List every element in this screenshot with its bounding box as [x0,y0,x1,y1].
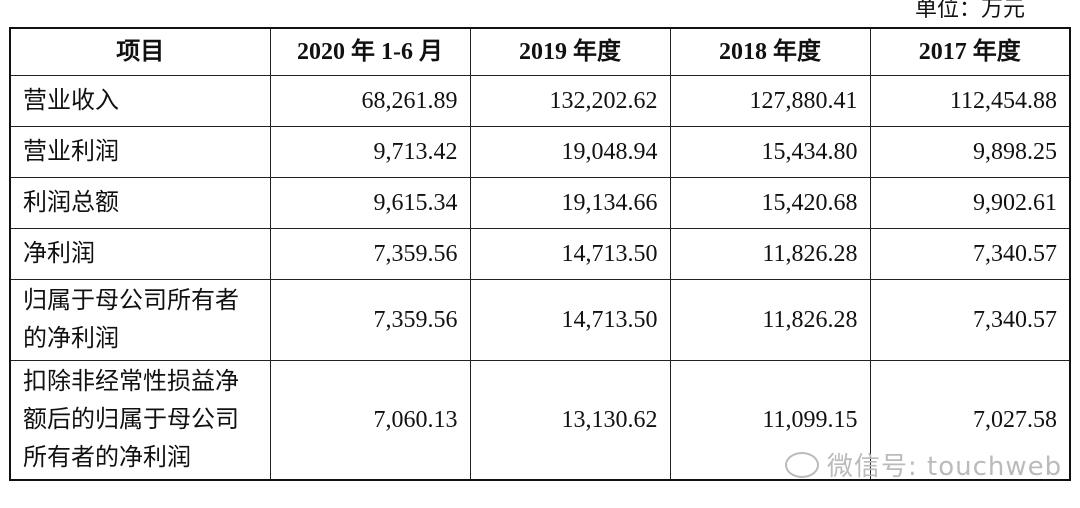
table-body: 营业收入 68,261.89 132,202.62 127,880.41 112,454… [9,75,1071,481]
value-cell: 9,898.25 [869,126,1071,178]
row-label-cell: 归属于母公司所有者的净利润 [9,279,271,361]
value-cell: 11,826.28 [669,228,871,280]
value-cell: 7,060.13 [269,360,471,481]
row-label: 营业利润 [23,139,119,165]
row-label-cell: 利润总额 [9,177,271,229]
value-cell: 14,713.50 [469,228,671,280]
header-cell: 2020 年 1-6 月 [269,27,471,76]
row-label: 归属于母公司所有者的净利润 [23,288,239,352]
value-cell: 15,434.80 [669,126,871,178]
value-cell: 9,713.42 [269,126,471,178]
value-cell: 7,359.56 [269,228,471,280]
row-label: 利润总额 [23,190,119,216]
value-cell: 7,340.57 [869,279,1071,361]
value-cell: 132,202.62 [469,75,671,127]
row-label: 净利润 [23,241,95,267]
value-cell: 7,359.56 [269,279,471,361]
value-cell: 19,134.66 [469,177,671,229]
value-cell: 127,880.41 [669,75,871,127]
table-row: 营业利润 9,713.42 19,048.94 15,434.80 9,898.25 [9,126,1071,178]
header-row: 项目 2020 年 1-6 月 2019 年度 2018 年度 2017 年度 [9,27,1071,76]
header-cell: 2018 年度 [669,27,871,76]
value-cell: 19,048.94 [469,126,671,178]
row-label-cell: 营业利润 [9,126,271,178]
value-cell: 14,713.50 [469,279,671,361]
table-row: 净利润 7,359.56 14,713.50 11,826.28 7,340.57 [9,228,1071,280]
table-row: 营业收入 68,261.89 132,202.62 127,880.41 112,454… [9,75,1071,127]
financial-table: 项目 2020 年 1-6 月 2019 年度 2018 年度 2017 年度 营业收入… [9,27,1071,481]
value-cell: 13,130.62 [469,360,671,481]
table-row: 利润总额 9,615.34 19,134.66 15,420.68 9,902.61 [9,177,1071,229]
value-cell: 11,826.28 [669,279,871,361]
table-row: 归属于母公司所有者的净利润 7,359.56 14,713.50 11,826.28 7… [9,279,1071,361]
header-cell: 2019 年度 [469,27,671,76]
value-cell: 9,615.34 [269,177,471,229]
row-label-cell: 净利润 [9,228,271,280]
watermark: 微信号: touchweb [785,446,1062,483]
value-cell: 15,420.68 [669,177,871,229]
row-label: 营业收入 [23,88,119,114]
value-cell: 112,454.88 [869,75,1071,127]
unit-label: 单位：万元 [914,0,1025,21]
value-cell: 68,261.89 [269,75,471,127]
value-cell: 7,340.57 [869,228,1071,280]
row-label: 扣除非经常性损益净额后的归属于母公司所有者的净利润 [23,369,239,471]
row-label-cell: 营业收入 [9,75,271,127]
row-label-cell: 扣除非经常性损益净额后的归属于母公司所有者的净利润 [9,360,271,481]
header-cell: 项目 [9,27,271,76]
value-cell: 9,902.61 [869,177,1071,229]
table-row: 扣除非经常性损益净额后的归属于母公司所有者的净利润 7,060.13 13,130.… [9,360,1071,481]
header-cell: 2017 年度 [869,27,1071,76]
